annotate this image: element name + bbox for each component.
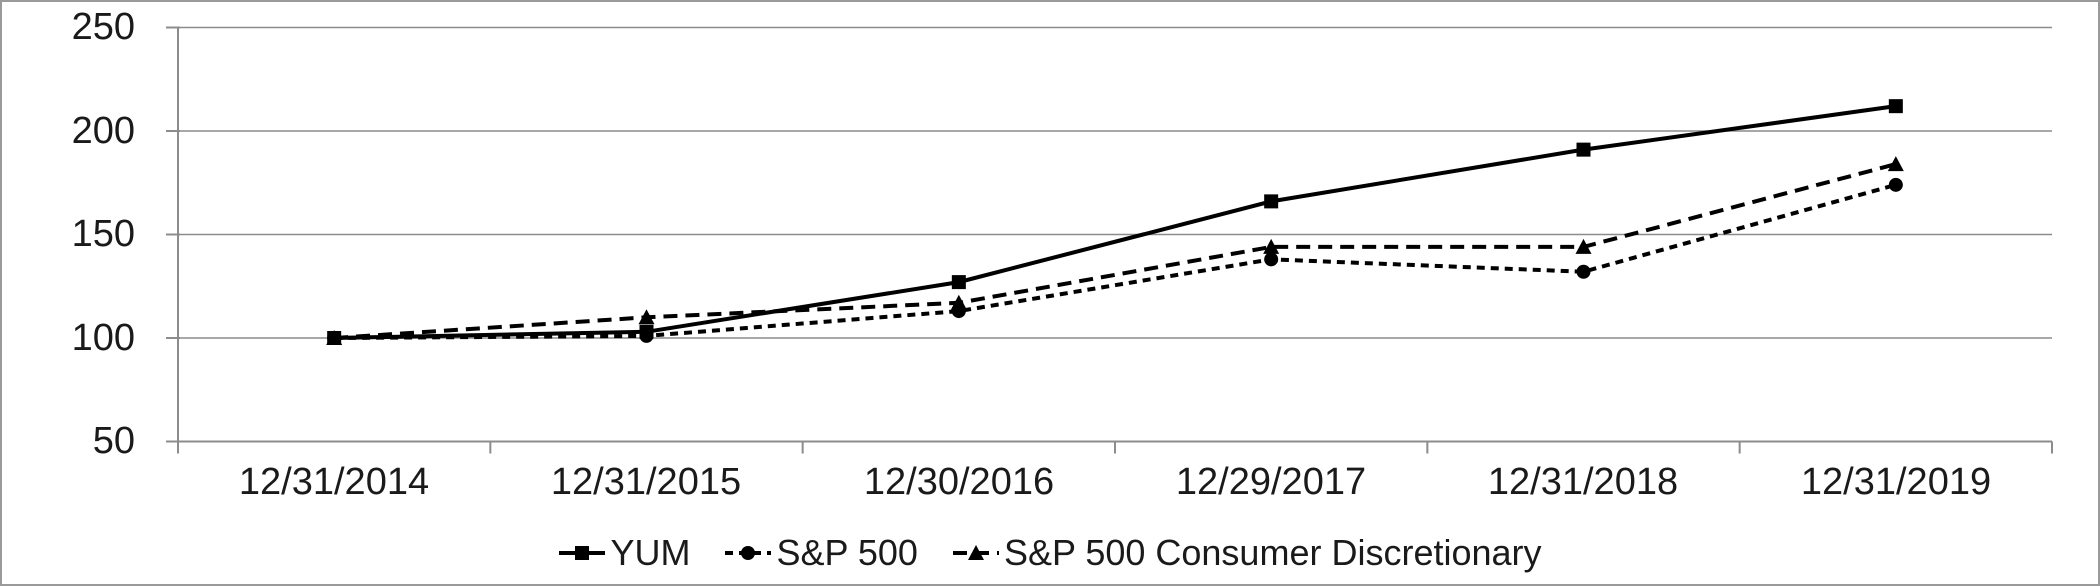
marker-circle-1-3 <box>1264 252 1279 267</box>
x-axis-label-1: 12/31/2015 <box>550 461 742 503</box>
marker-square-0-3 <box>1264 194 1279 209</box>
y-axis-label-4: 50 <box>92 420 135 462</box>
marker-square-0-2 <box>951 275 966 290</box>
marker-triangle-2-4 <box>1575 238 1592 254</box>
marker-triangle-2-3 <box>1263 238 1280 254</box>
legend-item-sp500-consumer-discretionary: S&P 500 Consumer Discretionary <box>952 533 1542 573</box>
sp500-series-marker-icon <box>725 546 772 560</box>
marker-square-0-5 <box>1888 99 1903 114</box>
x-axis-label-4: 12/31/2018 <box>1487 461 1679 503</box>
legend-label-sp500-consumer-discretionary: S&P 500 Consumer Discretionary <box>1003 532 1542 573</box>
x-axis-label-0: 12/31/2014 <box>238 461 430 503</box>
legend-item-yum: YUM <box>558 533 690 573</box>
x-axis-label-5: 12/31/2019 <box>1800 461 1992 503</box>
marker-circle-1-5 <box>1888 177 1903 192</box>
marker-triangle-2-5 <box>1887 156 1904 172</box>
sp500-consumer-discretionary-series-marker-icon <box>952 545 999 560</box>
legend-label-yum: YUM <box>610 532 691 573</box>
marker-triangle-2-1 <box>638 309 655 325</box>
y-axis-label-3: 100 <box>71 317 135 359</box>
x-axis-label-2: 12/30/2016 <box>863 461 1055 503</box>
marker-circle-1-4 <box>1576 264 1591 279</box>
legend-item-sp500: S&P 500 <box>724 532 918 573</box>
series-line-2 <box>334 162 1897 340</box>
yum-series-marker-icon <box>559 546 606 560</box>
x-axis-label-3: 12/29/2017 <box>1175 461 1367 503</box>
marker-triangle-2-0 <box>326 330 343 345</box>
y-axis-label-1: 200 <box>71 110 135 152</box>
marker-square-0-4 <box>1576 142 1591 157</box>
y-axis-label-2: 150 <box>71 213 135 255</box>
legend-label-sp500: S&P 500 <box>776 532 918 573</box>
series-line-1 <box>334 182 1897 340</box>
series-line-0 <box>334 104 1897 340</box>
marker-triangle-2-2 <box>950 294 967 310</box>
legend: YUM S&P 500 S&P 500 Consumer Discretiona… <box>2 533 2098 573</box>
y-axis-label-0: 250 <box>71 6 135 48</box>
marker-circle-1-1 <box>639 328 654 343</box>
